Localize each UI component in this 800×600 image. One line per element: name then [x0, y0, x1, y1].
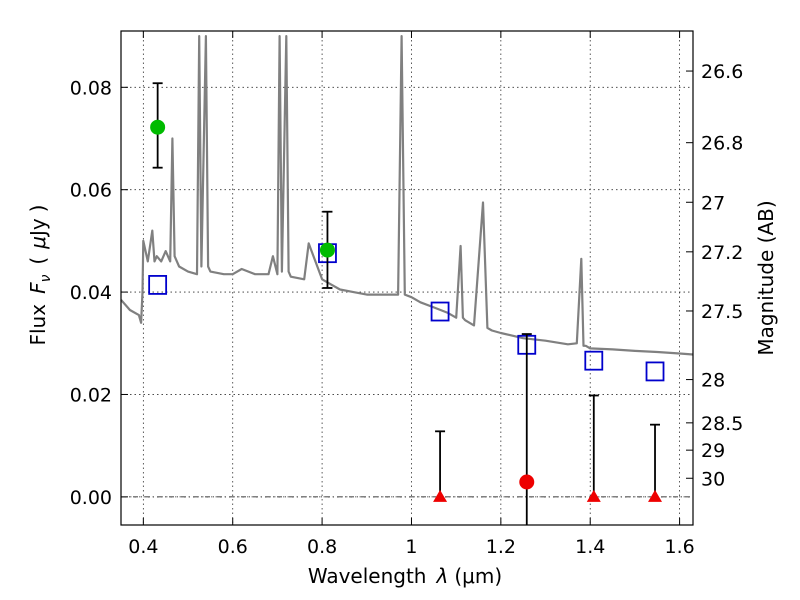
- plot-frame: [120, 30, 694, 526]
- mag-tick-label: 26.6: [701, 61, 743, 83]
- mag-tick-label: 27.5: [701, 301, 743, 323]
- mag-tick-label: 29: [701, 440, 725, 462]
- model-photometry-square: [430, 301, 450, 322]
- model-spectrum-line: [120, 35, 694, 356]
- y-tick-label: 0.08: [70, 77, 112, 99]
- tick-marks: 0.4 0.6 0.8 1 1.2 1.4 1.6 0.00 0.02 0.04 0.06 0.08 2…: [70, 31, 743, 558]
- x-tick-label: 0.8: [307, 536, 337, 558]
- x-axis-label: Wavelength λ (μm): [308, 564, 502, 588]
- mag-tick-label: 28.5: [701, 413, 743, 435]
- mag-tick-label: 30: [701, 468, 725, 490]
- mag-tick-label: 27.2: [701, 242, 743, 264]
- detection-point: [150, 119, 166, 135]
- x-tick-label: 1.2: [486, 536, 516, 558]
- x-tick-label: 0.4: [128, 536, 158, 558]
- x-tick-label: 0.6: [218, 536, 248, 558]
- upper-limit-triangle: [433, 489, 448, 502]
- y-tick-label: 0.00: [70, 487, 112, 509]
- y-axis-label: FluxFν(μJy): [26, 204, 54, 345]
- mag-tick-label: 26.8: [701, 133, 743, 155]
- model-photometry-square: [148, 275, 168, 295]
- y-tick-label: 0.04: [70, 282, 112, 304]
- mag-tick-label: 28: [701, 370, 725, 392]
- model-photometry-square: [584, 350, 604, 371]
- weak-point: [519, 474, 535, 490]
- plot-series: [120, 35, 694, 525]
- axes-frame: [120, 30, 694, 526]
- x-tick-label: 1.6: [664, 536, 694, 558]
- upper-limit-triangle: [648, 489, 663, 502]
- y-tick-label: 0.06: [70, 180, 112, 202]
- y-tick-label: 0.02: [70, 384, 112, 406]
- x-tick-label: 1: [405, 536, 417, 558]
- mag-tick-label: 27: [701, 192, 725, 214]
- right-axis-label: Magnitude (AB): [754, 200, 778, 355]
- model-photometry-square: [645, 361, 665, 382]
- detection-point: [319, 242, 335, 258]
- x-tick-label: 1.4: [575, 536, 605, 558]
- upper-limit-triangle: [586, 489, 601, 502]
